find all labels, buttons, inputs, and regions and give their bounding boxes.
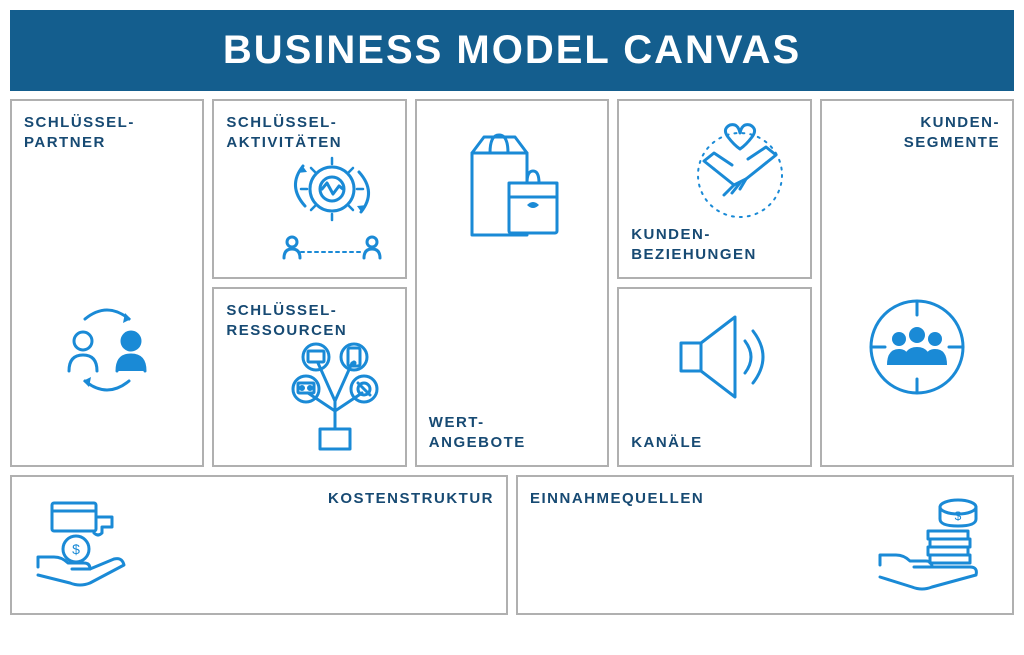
channels-icon (653, 297, 783, 422)
revenue-icon: $ (860, 487, 1000, 607)
box-activities: SCHLÜSSEL- AKTIVITÄTEN (212, 99, 406, 279)
costs-icon: $ (24, 489, 154, 604)
canvas-grid: SCHLÜSSEL- PARTNER SCHLÜSSEL- AKTIVITÄTE… (10, 99, 1014, 615)
label-relations: KUNDEN- BEZIEHUNGEN (631, 225, 797, 266)
svg-text:$: $ (72, 541, 80, 557)
resources-icon (278, 331, 393, 461)
relations-icon (680, 107, 800, 232)
box-resources: SCHLÜSSEL- RESSOURCEN (212, 287, 406, 467)
box-relations: KUNDEN- BEZIEHUNGEN (617, 99, 811, 279)
canvas-title: BUSINESS MODEL CANVAS (10, 10, 1014, 91)
value-icon (447, 115, 577, 260)
label-partners: SCHLÜSSEL- PARTNER (24, 113, 190, 154)
activity-icon (267, 144, 397, 269)
partners-icon (47, 289, 167, 404)
box-channels: KANÄLE (617, 287, 811, 467)
box-value: WERT- ANGEBOTE (415, 99, 609, 467)
box-partners: SCHLÜSSEL- PARTNER (10, 99, 204, 467)
box-costs: KOSTENSTRUKTUR $ (10, 475, 508, 615)
label-channels: KANÄLE (631, 433, 797, 453)
label-value: WERT- ANGEBOTE (429, 413, 595, 454)
box-revenue: EINNAHMEQUELLEN $ (516, 475, 1014, 615)
svg-text:$: $ (955, 509, 962, 523)
label-segments: KUNDEN- SEGMENTE (834, 113, 1000, 154)
box-segments: KUNDEN- SEGMENTE (820, 99, 1014, 467)
segments-icon (857, 287, 977, 412)
